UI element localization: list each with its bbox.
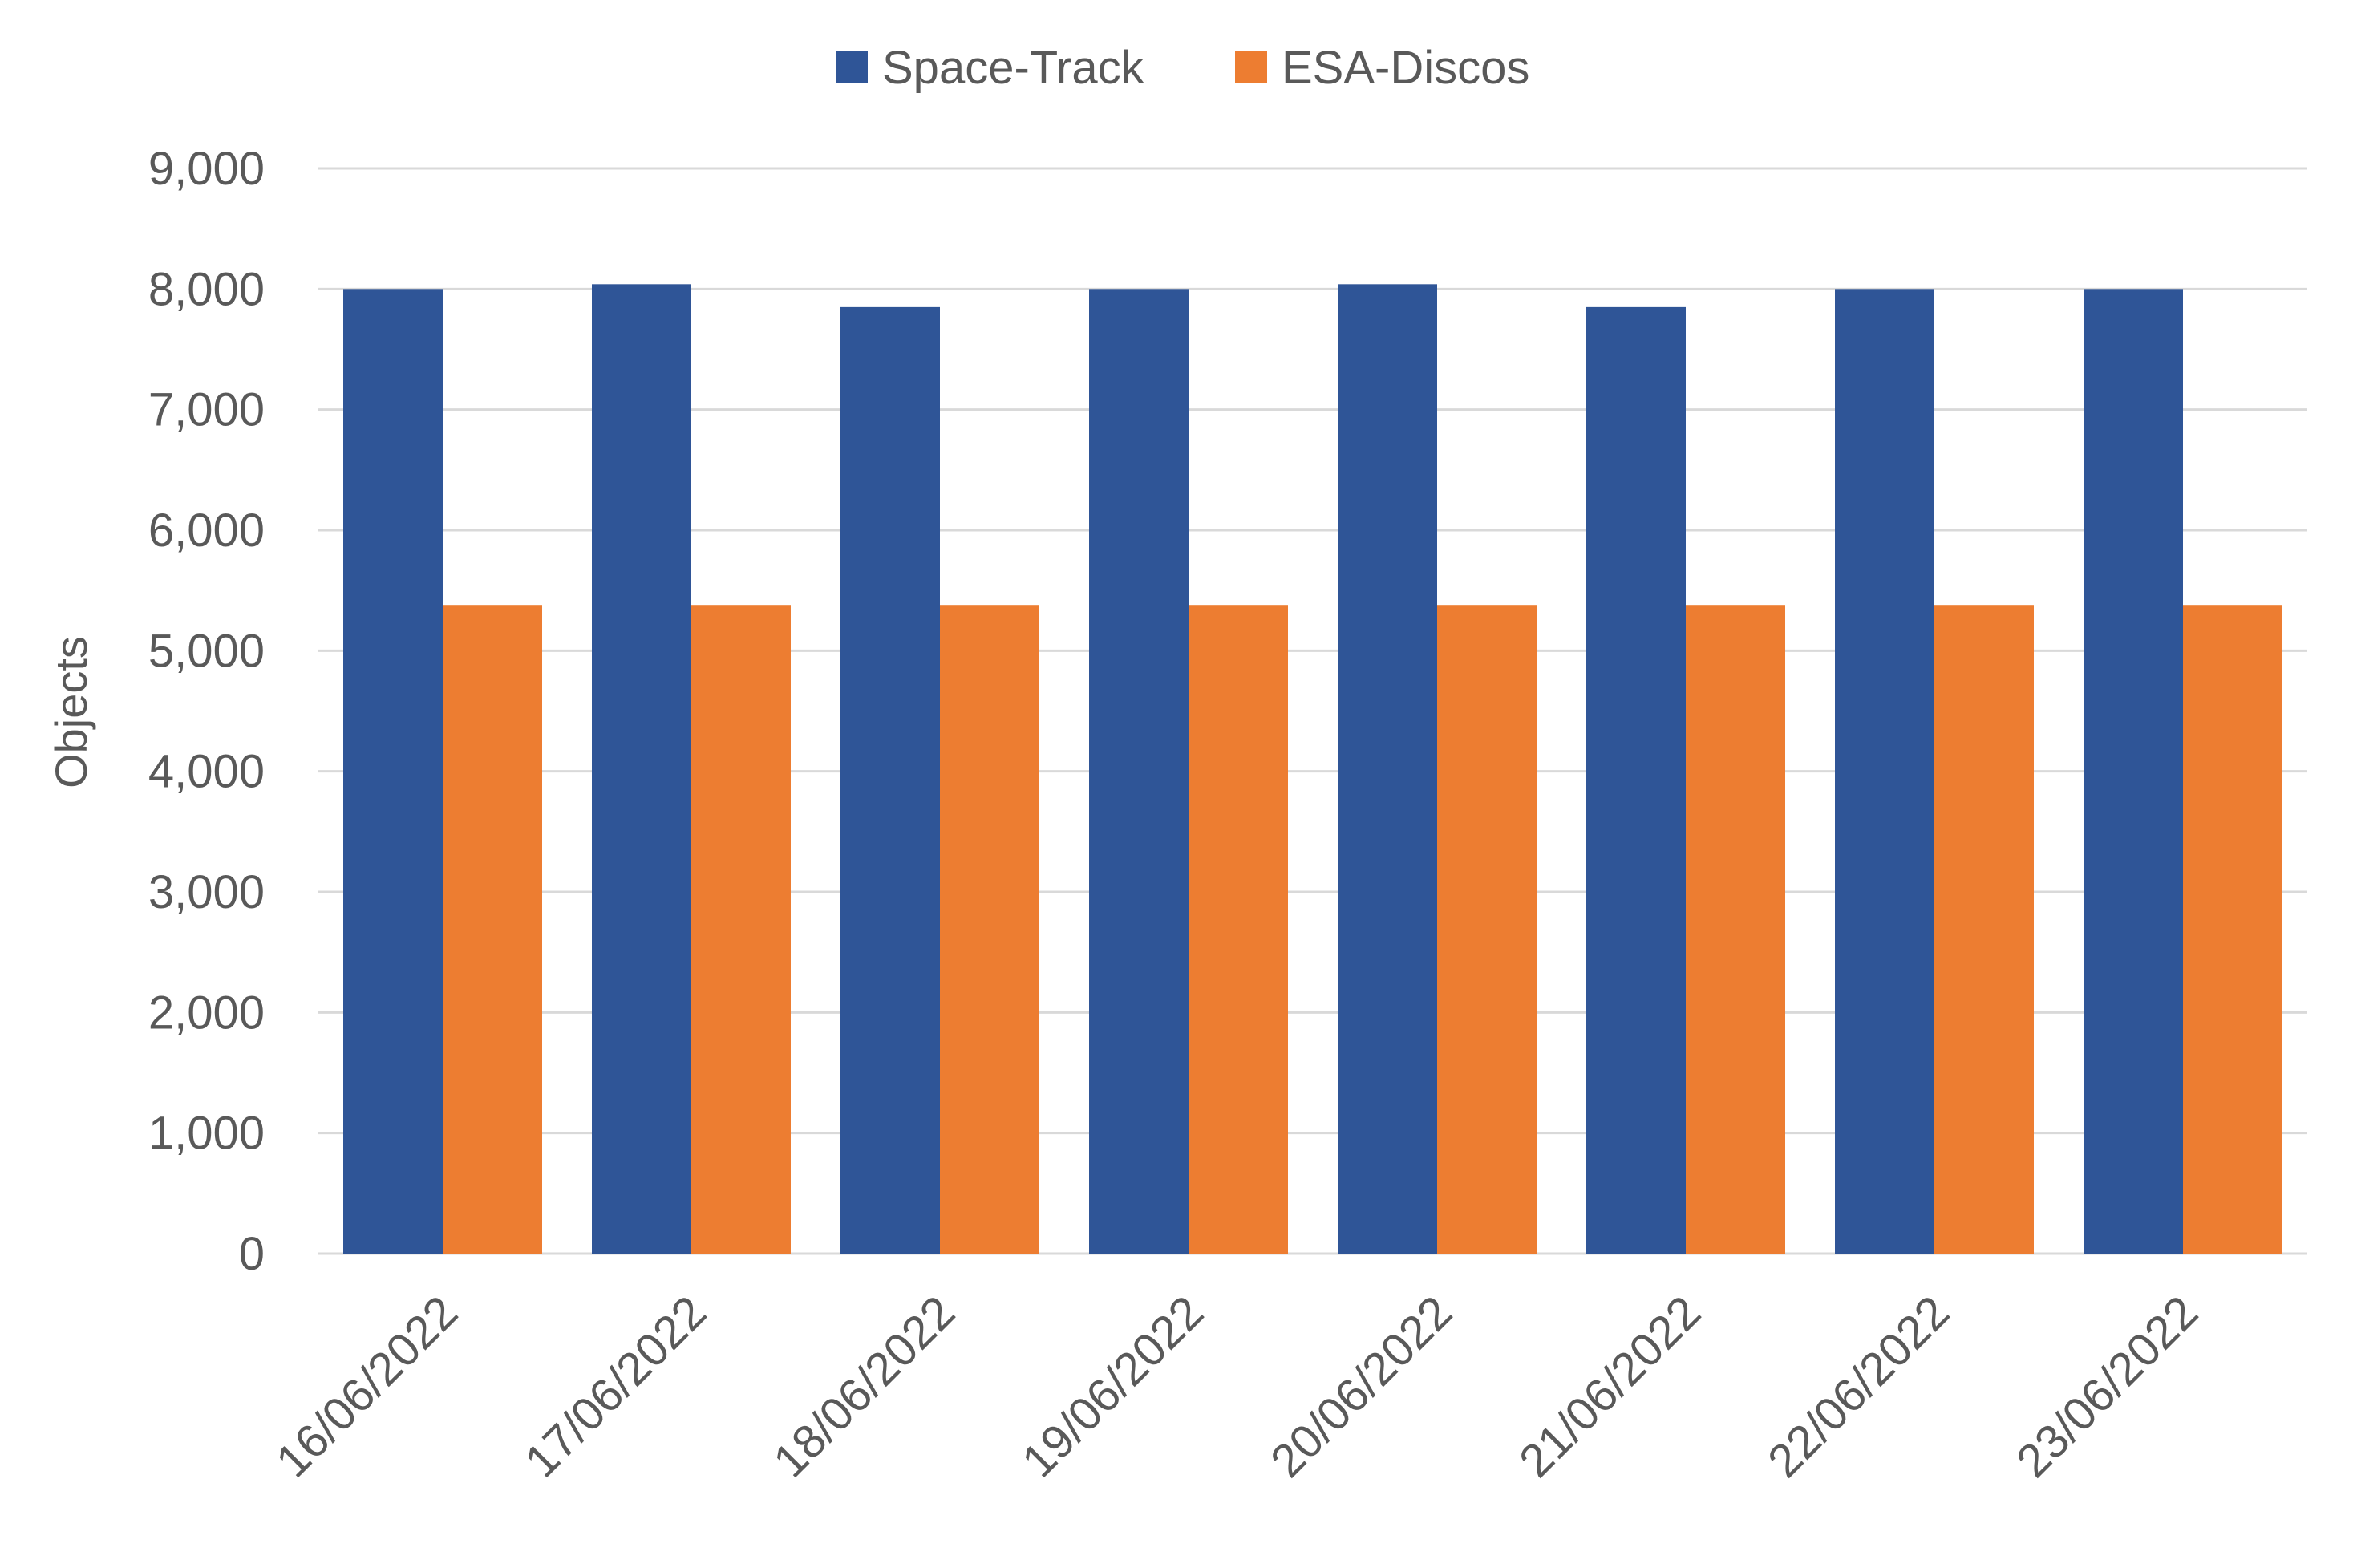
bar-space-track [592,284,691,1254]
x-tick-label: 16/06/2022 [266,1286,468,1487]
bar-esa-discos [691,605,791,1254]
bar-space-track [840,306,940,1254]
x-tick-label: 19/06/2022 [1012,1286,1213,1487]
bar-esa-discos [1437,605,1537,1254]
x-tick-label: 20/06/2022 [1261,1286,1462,1487]
legend: Space-Track ESA-Discos [836,42,1529,94]
y-tick-label: 2,000 [148,987,265,1039]
y-tick-label: 9,000 [148,143,265,195]
bar-space-track [1835,289,1934,1254]
x-axis-ticks: 16/06/2022 17/06/2022 18/06/2022 19/06/2022… [266,1286,2208,1487]
bar-esa-discos [940,605,1039,1254]
bar-esa-discos [2183,605,2282,1254]
y-tick-label: 5,000 [148,625,265,677]
y-tick-label: 1,000 [148,1108,265,1160]
y-tick-label: 8,000 [148,263,265,315]
y-axis-ticks: 0 1,000 2,000 3,000 4,000 5,000 6,000 7,000 8,00… [148,143,265,1280]
bar-esa-discos [1934,605,2034,1254]
y-tick-label: 7,000 [148,384,265,436]
bar-space-track [1586,306,1686,1254]
x-tick-label: 21/06/2022 [1509,1286,1711,1487]
bar-esa-discos [1686,605,1785,1254]
y-axis-title: Objects [46,636,96,788]
x-tick-label: 17/06/2022 [515,1286,716,1487]
y-tick-label: 0 [239,1228,265,1280]
bar-esa-discos [443,605,542,1254]
legend-label: Space-Track [882,42,1145,94]
x-tick-label: 23/06/2022 [2007,1286,2208,1487]
bars [343,284,2282,1254]
y-tick-label: 4,000 [148,746,265,798]
y-tick-label: 6,000 [148,504,265,557]
legend-label: ESA-Discos [1282,42,1529,94]
bar-space-track [1089,289,1189,1254]
y-tick-label: 3,000 [148,866,265,918]
x-tick-label: 18/06/2022 [763,1286,965,1487]
x-tick-label: 22/06/2022 [1758,1286,1959,1487]
legend-swatch [1235,51,1267,83]
bar-space-track [2084,289,2183,1254]
bar-space-track [1338,284,1437,1254]
bar-esa-discos [1189,605,1288,1254]
legend-swatch [836,51,868,83]
bar-space-track [343,289,443,1254]
